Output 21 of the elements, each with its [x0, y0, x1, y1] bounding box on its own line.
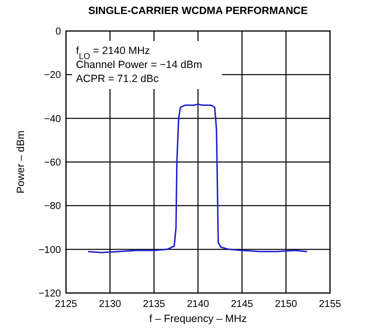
y-tick-label: −120	[38, 288, 62, 300]
x-tick-label: 2145	[230, 299, 254, 310]
y-tick-label: −100	[38, 244, 62, 256]
y-tick-label: −20	[44, 70, 62, 82]
y-axis-title: Power – dBm	[15, 130, 27, 194]
x-tick-label: 2150	[274, 299, 298, 310]
x-tick-label: 2155	[318, 299, 342, 310]
chart-title: SINGLE-CARRIER WCDMA PERFORMANCE	[88, 5, 308, 17]
y-tick-label: −80	[44, 201, 62, 212]
line-series	[87, 103, 308, 254]
y-tick-label: 0	[55, 26, 62, 38]
x-tick-label: 2135	[142, 299, 166, 310]
y-tick-label: −40	[44, 114, 62, 125]
x-tick-label: 2140	[186, 299, 210, 310]
annotation: f$_{LO}$ = 2140 MHz	[76, 45, 150, 61]
x-tick-label: 2130	[98, 299, 122, 310]
annotation: ACPR = 71.2 dBc	[76, 73, 159, 85]
y-tick-label: −60	[44, 158, 62, 168]
x-tick-label: 2125	[54, 299, 78, 310]
x-axis-title: f – Frequency – MHz	[149, 313, 247, 325]
annotation: Channel Power = −14 dBm	[76, 59, 202, 71]
